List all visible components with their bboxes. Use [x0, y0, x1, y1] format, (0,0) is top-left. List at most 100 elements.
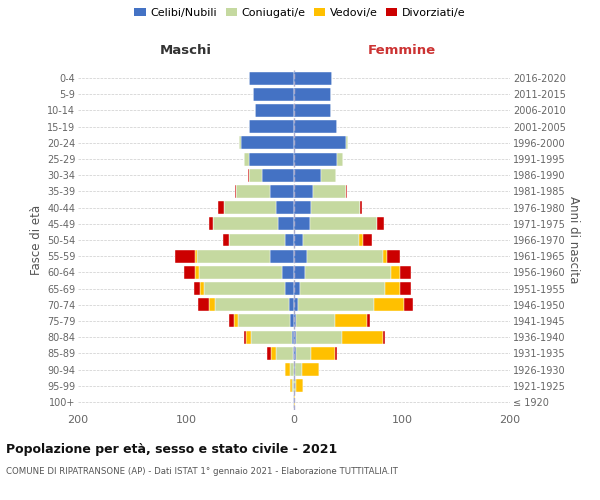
- Bar: [267, 347, 271, 360]
- Bar: [275, 201, 294, 214]
- Bar: [294, 136, 346, 149]
- Bar: [292, 330, 294, 344]
- Bar: [194, 266, 199, 279]
- Bar: [294, 250, 307, 262]
- Bar: [374, 298, 404, 311]
- Bar: [337, 152, 343, 166]
- Bar: [290, 314, 294, 328]
- Bar: [198, 298, 209, 311]
- Bar: [233, 314, 238, 328]
- Bar: [335, 347, 337, 360]
- Bar: [270, 185, 294, 198]
- Bar: [278, 218, 294, 230]
- Bar: [286, 234, 294, 246]
- Bar: [383, 250, 387, 262]
- Bar: [248, 169, 262, 181]
- Bar: [213, 218, 278, 230]
- Bar: [294, 298, 298, 311]
- Bar: [313, 185, 346, 198]
- Bar: [238, 314, 290, 328]
- Text: Maschi: Maschi: [160, 44, 212, 57]
- Bar: [294, 120, 337, 133]
- Y-axis label: Anni di nascita: Anni di nascita: [566, 196, 580, 284]
- Y-axis label: Fasce di età: Fasce di età: [29, 205, 43, 275]
- Bar: [294, 152, 337, 166]
- Bar: [209, 218, 213, 230]
- Bar: [335, 314, 367, 328]
- Bar: [290, 379, 292, 392]
- Bar: [294, 185, 313, 198]
- Bar: [295, 363, 302, 376]
- Bar: [286, 363, 290, 376]
- Bar: [341, 330, 383, 344]
- Bar: [184, 266, 194, 279]
- Bar: [286, 282, 294, 295]
- Bar: [294, 169, 321, 181]
- Bar: [296, 347, 311, 360]
- Bar: [293, 396, 294, 408]
- Bar: [239, 136, 241, 149]
- Bar: [229, 314, 233, 328]
- Bar: [275, 347, 293, 360]
- Bar: [294, 72, 332, 85]
- Bar: [294, 330, 296, 344]
- Bar: [346, 185, 347, 198]
- Bar: [209, 298, 215, 311]
- Bar: [294, 282, 301, 295]
- Bar: [244, 330, 247, 344]
- Bar: [194, 250, 197, 262]
- Bar: [215, 298, 289, 311]
- Bar: [387, 250, 400, 262]
- Bar: [205, 282, 286, 295]
- Bar: [296, 314, 335, 328]
- Text: COMUNE DI RIPATRANSONE (AP) - Dati ISTAT 1° gennaio 2021 - Elaborazione TUTTITAL: COMUNE DI RIPATRANSONE (AP) - Dati ISTAT…: [6, 468, 398, 476]
- Bar: [296, 330, 341, 344]
- Bar: [241, 136, 294, 149]
- Bar: [383, 330, 385, 344]
- Bar: [294, 363, 295, 376]
- Bar: [302, 363, 319, 376]
- Bar: [223, 234, 229, 246]
- Bar: [294, 379, 296, 392]
- Bar: [175, 250, 194, 262]
- Bar: [282, 266, 294, 279]
- Bar: [377, 218, 383, 230]
- Bar: [270, 250, 294, 262]
- Bar: [311, 347, 335, 360]
- Bar: [294, 347, 296, 360]
- Bar: [301, 282, 385, 295]
- Bar: [244, 152, 248, 166]
- Bar: [400, 266, 410, 279]
- Legend: Celibi/Nubili, Coniugati/e, Vedovi/e, Divorziati/e: Celibi/Nubili, Coniugati/e, Vedovi/e, Di…: [134, 8, 466, 18]
- Bar: [218, 201, 224, 214]
- Bar: [305, 266, 391, 279]
- Bar: [360, 201, 362, 214]
- Bar: [200, 282, 205, 295]
- Bar: [194, 282, 200, 295]
- Bar: [311, 201, 360, 214]
- Bar: [248, 72, 294, 85]
- Bar: [363, 234, 372, 246]
- Bar: [294, 218, 310, 230]
- Bar: [294, 88, 331, 101]
- Bar: [224, 201, 275, 214]
- Bar: [367, 314, 370, 328]
- Bar: [298, 298, 374, 311]
- Bar: [294, 266, 305, 279]
- Bar: [296, 379, 302, 392]
- Bar: [400, 282, 410, 295]
- Bar: [229, 234, 286, 246]
- Bar: [271, 347, 275, 360]
- Bar: [236, 185, 270, 198]
- Bar: [262, 169, 294, 181]
- Bar: [253, 88, 294, 101]
- Bar: [346, 136, 348, 149]
- Bar: [199, 266, 282, 279]
- Bar: [359, 234, 363, 246]
- Bar: [248, 120, 294, 133]
- Bar: [289, 298, 294, 311]
- Bar: [294, 104, 331, 117]
- Bar: [321, 169, 336, 181]
- Bar: [294, 314, 296, 328]
- Bar: [248, 152, 294, 166]
